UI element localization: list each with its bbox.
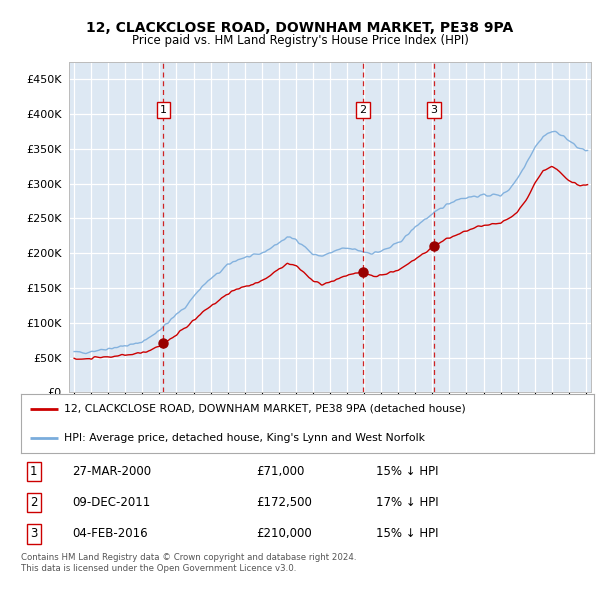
Text: 1: 1 [30,465,37,478]
Text: Contains HM Land Registry data © Crown copyright and database right 2024.
This d: Contains HM Land Registry data © Crown c… [21,553,356,573]
Text: 12, CLACKCLOSE ROAD, DOWNHAM MARKET, PE38 9PA (detached house): 12, CLACKCLOSE ROAD, DOWNHAM MARKET, PE3… [64,404,466,414]
Text: Price paid vs. HM Land Registry's House Price Index (HPI): Price paid vs. HM Land Registry's House … [131,34,469,47]
Text: 04-FEB-2016: 04-FEB-2016 [73,527,148,540]
Text: 27-MAR-2000: 27-MAR-2000 [73,465,152,478]
Text: 1: 1 [160,105,167,115]
Text: 15% ↓ HPI: 15% ↓ HPI [376,465,439,478]
Text: 2: 2 [30,496,37,509]
Text: HPI: Average price, detached house, King's Lynn and West Norfolk: HPI: Average price, detached house, King… [64,434,425,443]
Text: 2: 2 [359,105,367,115]
Text: £210,000: £210,000 [256,527,311,540]
Text: 3: 3 [430,105,437,115]
Text: 3: 3 [30,527,37,540]
Text: £71,000: £71,000 [256,465,304,478]
Text: 15% ↓ HPI: 15% ↓ HPI [376,527,439,540]
Text: £172,500: £172,500 [256,496,312,509]
Text: 17% ↓ HPI: 17% ↓ HPI [376,496,439,509]
Text: 12, CLACKCLOSE ROAD, DOWNHAM MARKET, PE38 9PA: 12, CLACKCLOSE ROAD, DOWNHAM MARKET, PE3… [86,21,514,35]
Text: 09-DEC-2011: 09-DEC-2011 [73,496,151,509]
